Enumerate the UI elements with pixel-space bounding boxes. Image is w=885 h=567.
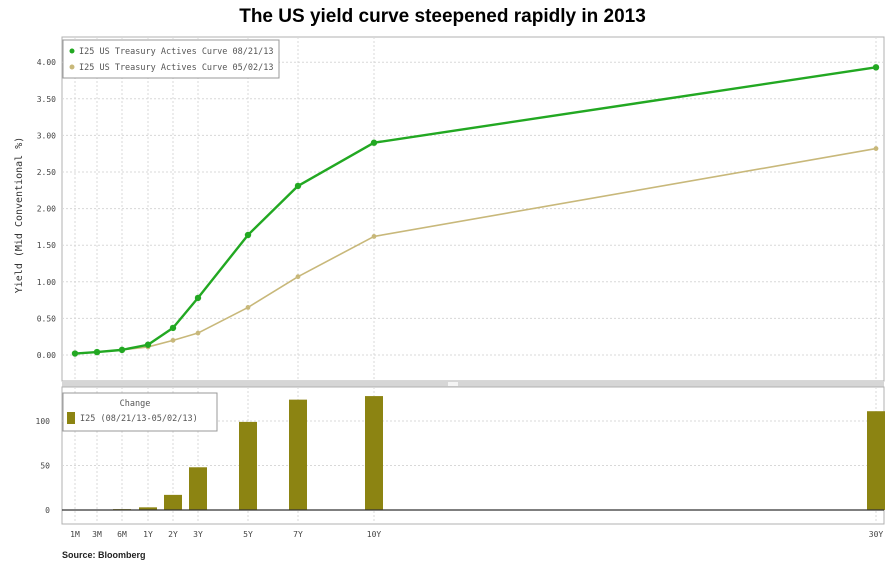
change-bar-10Y xyxy=(365,396,383,510)
change-bars xyxy=(66,396,885,511)
series-line-aug xyxy=(74,66,877,355)
y-axis-label: Yield (Mid Conventional %) xyxy=(14,137,25,294)
data-point-aug xyxy=(244,231,252,239)
top-y-tick-label: 4.00 xyxy=(37,58,56,67)
top-y-tick-label: 2.00 xyxy=(37,205,56,214)
top-y-tick-label: 1.00 xyxy=(37,278,56,287)
top-series-lines xyxy=(74,66,877,355)
x-tick-label: 7Y xyxy=(293,530,303,539)
bottom-y-tick-label: 0 xyxy=(45,506,50,515)
data-point-aug xyxy=(144,341,152,348)
top-grid xyxy=(62,37,884,381)
x-axis: 1M 3M 6M 1Y 2Y 3Y 5Y 7Y 10Y 30Y xyxy=(70,530,883,539)
x-tick-label: 30Y xyxy=(869,530,884,539)
data-point-may xyxy=(170,337,176,343)
x-tick-label: 3M xyxy=(92,530,102,539)
change-bar-1Y xyxy=(139,507,157,510)
bottom-y-tick-label: 50 xyxy=(40,462,50,471)
change-bar-2Y xyxy=(164,494,182,510)
top-legend: I25 US Treasury Actives Curve 08/21/13 I… xyxy=(62,39,280,79)
data-point-may xyxy=(245,305,251,310)
source-note: Source: Bloomberg xyxy=(62,550,146,560)
data-point-aug xyxy=(294,182,302,190)
top-y-tick-label: 0.00 xyxy=(37,351,56,360)
top-y-tick-label: 1.50 xyxy=(37,241,56,250)
data-point-aug xyxy=(872,64,880,71)
x-tick-label: 1M xyxy=(70,530,80,539)
data-point-may xyxy=(873,146,879,151)
top-y-tick-label: 0.50 xyxy=(37,314,56,323)
x-tick-label: 10Y xyxy=(367,530,382,539)
data-point-may xyxy=(195,330,201,336)
top-series-points xyxy=(71,64,880,357)
chart-title: The US yield curve steepened rapidly in … xyxy=(239,6,646,27)
divider-grip[interactable] xyxy=(448,382,458,386)
top-plot-frame xyxy=(61,36,885,382)
x-tick-label: 5Y xyxy=(243,530,253,539)
legend-marker-may xyxy=(69,64,75,70)
x-tick-label: 2Y xyxy=(168,530,178,539)
x-tick-label: 6M xyxy=(117,530,127,539)
change-bar-30Y xyxy=(867,411,885,510)
legend-marker-aug xyxy=(69,48,75,54)
change-bar-3Y xyxy=(189,467,207,510)
change-bar-7Y xyxy=(289,399,307,510)
legend-swatch-change xyxy=(67,412,75,424)
x-tick-label: 1Y xyxy=(143,530,153,539)
change-bar-5Y xyxy=(239,421,257,510)
bottom-y-tick-label: 100 xyxy=(36,417,51,426)
data-point-aug xyxy=(194,294,202,302)
x-tick-label: 3Y xyxy=(193,530,203,539)
legend-label-change: I25 (08/21/13-05/02/13) xyxy=(80,414,198,424)
legend-label-may: I25 US Treasury Actives Curve 05/02/13 xyxy=(79,63,273,73)
top-y-tick-label: 3.50 xyxy=(37,95,56,104)
data-point-may xyxy=(371,234,377,239)
data-point-aug xyxy=(370,139,378,146)
data-point-aug xyxy=(93,348,101,356)
bottom-y-axis: 100 50 0 xyxy=(36,417,51,515)
top-y-axis: 4.00 3.50 3.00 2.50 2.00 1.50 1.00 0.50 0.00 xyxy=(37,58,56,360)
legend-title-change: Change xyxy=(120,399,151,409)
data-point-aug xyxy=(71,350,79,357)
data-point-may xyxy=(295,274,301,280)
legend-label-aug: I25 US Treasury Actives Curve 08/21/13 xyxy=(79,47,273,57)
panel-divider xyxy=(62,381,884,387)
data-point-aug xyxy=(118,346,126,354)
top-y-tick-label: 2.50 xyxy=(37,168,56,177)
top-y-tick-label: 3.00 xyxy=(37,131,56,140)
data-point-aug xyxy=(169,324,177,332)
bottom-legend: Change I25 (08/21/13-05/02/13) xyxy=(62,392,218,432)
